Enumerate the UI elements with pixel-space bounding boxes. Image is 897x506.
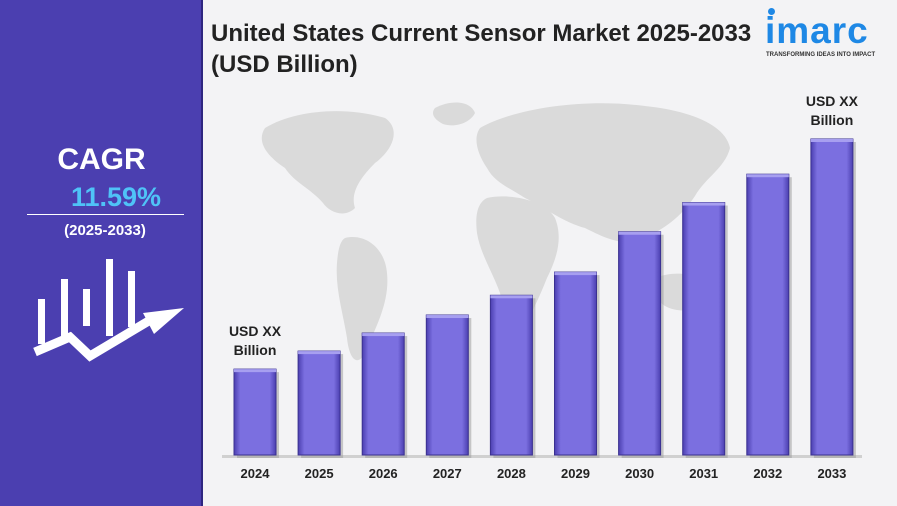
tick-label-2026: 2026 — [369, 466, 398, 481]
data-label-2033: USD XX — [806, 93, 859, 109]
bar-2027 — [425, 314, 469, 456]
bar-2031 — [682, 202, 726, 456]
tick-label-2033: 2033 — [817, 466, 846, 481]
imarc-logo: imarc TRANSFORMING IDEAS INTO IMPACT — [765, 6, 890, 66]
bar-top-2027 — [426, 315, 469, 319]
data-label-2024: USD XX — [229, 323, 282, 339]
logo-wordmark: imarc — [765, 10, 869, 51]
cagr-period: (2025-2033) — [64, 222, 146, 239]
bar-top-2024 — [234, 369, 276, 373]
tick-label-2028: 2028 — [497, 466, 526, 481]
logo-tagline: TRANSFORMING IDEAS INTO IMPACT — [766, 52, 876, 58]
bar-2029 — [554, 271, 597, 456]
bar-top-2026 — [362, 333, 405, 337]
bar-2033 — [810, 138, 854, 456]
tick-label-2025: 2025 — [305, 466, 334, 481]
tick-label-2032: 2032 — [753, 466, 782, 481]
tick-label-2030: 2030 — [625, 466, 654, 481]
bar-top-2030 — [618, 231, 661, 235]
bar-top-2031 — [682, 202, 725, 206]
world-map-icon — [261, 102, 730, 361]
cagr-label: CAGR — [57, 143, 146, 176]
bar-top-2028 — [490, 295, 533, 299]
logo-dot — [768, 8, 775, 15]
chart-title: United States Current Sensor Market 2025… — [211, 20, 752, 78]
bar-2032 — [746, 173, 790, 456]
bar-top-2032 — [746, 174, 789, 178]
cagr-divider — [27, 214, 184, 215]
bar-2024 — [233, 368, 277, 456]
bar-top-2033 — [810, 139, 853, 142]
tick-label-2024: 2024 — [241, 466, 271, 481]
tick-label-2027: 2027 — [433, 466, 462, 481]
cagr-panel: CAGR 11.59% (2025-2033) — [0, 0, 203, 506]
bar-2030 — [618, 231, 662, 456]
tick-label-2031: 2031 — [689, 466, 718, 481]
tick-label-2029: 2029 — [561, 466, 590, 481]
bar-top-2029 — [554, 272, 597, 276]
data-label-2033: Billion — [811, 112, 854, 128]
growth-chart-icon — [33, 259, 184, 362]
cagr-value: 11.59% — [70, 182, 162, 212]
bar-2028 — [489, 294, 533, 456]
data-label-2024: Billion — [234, 342, 277, 358]
bar-2025 — [297, 350, 341, 456]
bar-top-2025 — [298, 351, 341, 355]
x-axis-shadow — [222, 455, 862, 458]
bar-2026 — [361, 332, 405, 456]
